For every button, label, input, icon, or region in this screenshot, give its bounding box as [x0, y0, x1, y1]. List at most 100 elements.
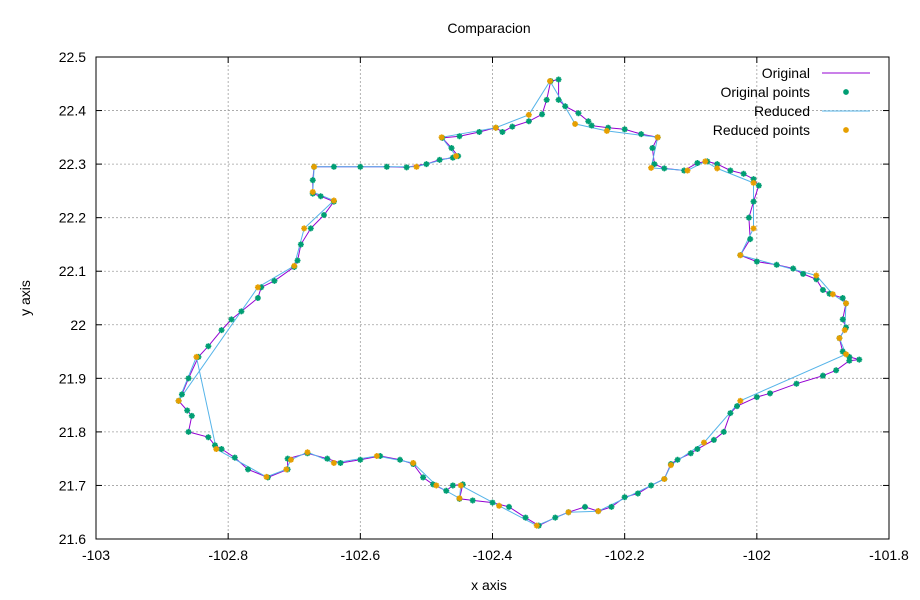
- reduced-point: [373, 452, 380, 459]
- original-point: [826, 290, 833, 297]
- original-point: [648, 482, 655, 489]
- original-point: [449, 482, 456, 489]
- reduced-point: [283, 466, 290, 473]
- legend-label: Reduced points: [713, 122, 810, 138]
- reduced-point: [813, 272, 820, 279]
- reduced-point: [291, 262, 298, 269]
- reduced-point: [492, 124, 499, 131]
- reduced-point: [661, 476, 668, 483]
- original-point: [258, 284, 265, 291]
- x-axis-label: x axis: [471, 577, 507, 593]
- reduced-point: [836, 335, 843, 342]
- original-point: [687, 450, 694, 457]
- original-point: [638, 131, 645, 138]
- y-tick-label: 21.8: [59, 424, 86, 440]
- original-point: [605, 124, 612, 131]
- y-axis-label: y axis: [17, 280, 33, 316]
- original-point: [185, 428, 192, 435]
- reduced-point: [496, 502, 503, 509]
- reduced-point: [603, 127, 610, 134]
- original-point: [800, 270, 807, 277]
- reduced-point: [595, 508, 602, 515]
- original-point: [734, 403, 741, 410]
- original-point: [205, 343, 212, 350]
- original-point: [476, 128, 483, 135]
- original-point: [588, 122, 595, 129]
- original-point: [608, 503, 615, 510]
- original-point: [231, 454, 238, 461]
- original-point: [244, 466, 251, 473]
- original-point: [747, 236, 754, 243]
- series-layer: [175, 76, 863, 529]
- original-point: [509, 123, 516, 130]
- reduced-point: [843, 351, 850, 358]
- original-point: [238, 308, 245, 315]
- original-point: [430, 481, 437, 488]
- legend-swatch-point: [843, 127, 849, 133]
- original-point: [651, 161, 658, 168]
- original-point: [294, 257, 301, 264]
- original-point: [755, 182, 762, 189]
- original-point: [846, 357, 853, 364]
- reduced-point: [413, 163, 420, 170]
- original-point: [178, 391, 185, 398]
- original-point: [720, 428, 727, 435]
- original-point: [621, 126, 628, 133]
- original-point: [727, 167, 734, 174]
- original-point: [582, 503, 589, 510]
- original-point: [337, 459, 344, 466]
- original-point: [377, 452, 384, 459]
- reduced-point: [702, 158, 709, 165]
- original-point: [745, 214, 752, 221]
- reduced-point: [667, 462, 674, 469]
- original-point: [499, 128, 506, 135]
- reduced-point: [309, 188, 316, 195]
- original-point: [423, 161, 430, 168]
- legend-swatch-point: [843, 89, 849, 95]
- original-point: [714, 161, 721, 168]
- y-tick-label: 22.2: [59, 210, 86, 226]
- legend-label: Original points: [721, 84, 811, 100]
- original-point: [750, 198, 757, 205]
- original-point: [403, 164, 410, 171]
- original-point: [489, 499, 496, 506]
- original-point: [793, 380, 800, 387]
- original-point: [357, 456, 364, 463]
- reduced-point: [254, 284, 261, 291]
- original-point: [552, 514, 559, 521]
- y-tick-label: 21.7: [59, 477, 86, 493]
- original-point: [767, 390, 774, 397]
- original-point: [555, 76, 562, 83]
- reduced-point: [457, 482, 464, 489]
- original-point: [674, 456, 681, 463]
- x-tick-label: -102.2: [605, 547, 645, 563]
- original-point: [307, 225, 314, 232]
- x-tick-label: -101.8: [869, 547, 909, 563]
- original-point: [621, 494, 628, 501]
- reduced-point: [572, 120, 579, 127]
- original-point: [555, 96, 562, 103]
- reduced-point: [175, 397, 182, 404]
- legend-label: Original: [762, 65, 810, 81]
- x-tick-label: -103: [82, 547, 110, 563]
- original-point: [839, 348, 846, 355]
- original-point: [661, 165, 668, 172]
- original-point: [843, 324, 850, 331]
- original-point: [420, 474, 427, 481]
- original-point: [188, 412, 195, 419]
- x-ticks: -103 -102.8 -102.6 -102.4 -102.2 -102 -101.8: [82, 57, 909, 563]
- reduced-point: [330, 197, 337, 204]
- original-point: [320, 211, 327, 218]
- original-point: [271, 277, 278, 284]
- original-point: [211, 442, 218, 449]
- y-tick-label: 22.1: [59, 263, 86, 279]
- original-point: [205, 434, 212, 441]
- y-tick-label: 22.3: [59, 156, 86, 172]
- reduced-point: [330, 459, 337, 466]
- original-point: [324, 455, 331, 462]
- y-tick-label: 22: [70, 317, 86, 333]
- original-point: [317, 193, 324, 200]
- reduced-point: [829, 291, 836, 298]
- original-point: [543, 96, 550, 103]
